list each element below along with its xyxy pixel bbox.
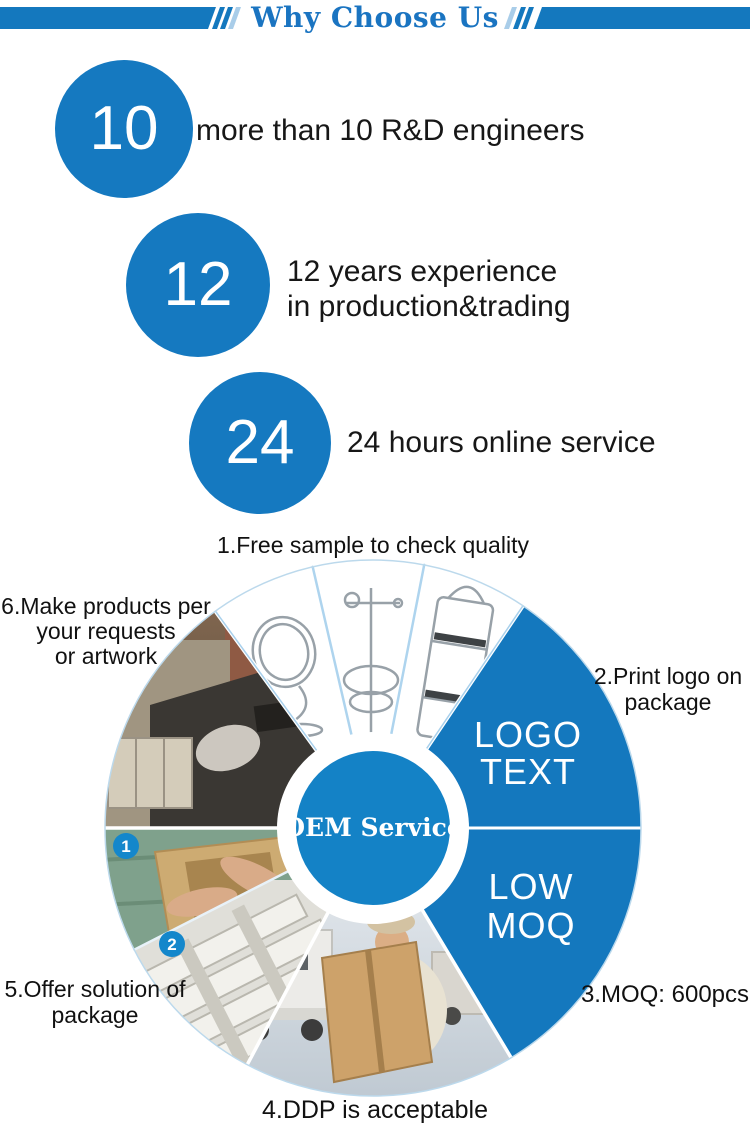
stat-text-experience-line2: in production&trading: [287, 290, 571, 323]
badge-2-number: 2: [167, 935, 176, 954]
badge-1-number: 1: [121, 837, 130, 856]
stat-text-experience: 12 years experience in production&tradin…: [287, 254, 571, 324]
logo-segment-line1: LOGO: [474, 714, 582, 755]
header-left-bar-shape: [0, 7, 241, 29]
label-print-logo: 2.Print logo on package: [588, 663, 748, 715]
oem-service-wheel: 1 2 LOGO TEXT LOW MOQ OEM Service: [103, 559, 643, 1097]
stat-number-24: 24: [225, 408, 295, 477]
label-make-products-line2: your requests: [36, 618, 176, 644]
label-print-logo-line2: package: [624, 689, 712, 715]
stat-text-experience-line1: 12 years experience: [287, 255, 558, 288]
label-ddp: 4.DDP is acceptable: [261, 1096, 489, 1124]
logo-segment-line2: TEXT: [480, 751, 576, 792]
moq-segment-line2: MOQ: [487, 905, 576, 946]
page-title: Why Choose Us: [251, 1, 499, 34]
stat-text-engineers: more than 10 R&D engineers: [196, 114, 585, 147]
stat-text-service: 24 hours online service: [347, 426, 656, 459]
stat-circle-24: 24: [189, 372, 331, 514]
stat-number-12: 12: [163, 250, 233, 319]
label-make-products-line1: 6.Make products per: [1, 593, 211, 619]
badge-2: 2: [159, 931, 185, 957]
moq-segment-line1: LOW: [488, 866, 573, 907]
label-package-solution: 5.Offer solution of package: [0, 976, 190, 1028]
label-free-sample: 1.Free sample to check quality: [217, 532, 529, 558]
label-make-products: 6.Make products per your requests or art…: [0, 594, 212, 669]
wheel-rim: [104, 559, 642, 1097]
label-make-products-line3: or artwork: [54, 643, 158, 669]
stat-circle-12: 12: [126, 213, 270, 357]
header-banner-decoration: [0, 7, 750, 29]
label-print-logo-line1: 2.Print logo on: [593, 663, 743, 689]
label-package-solution-line1: 5.Offer solution of: [4, 976, 186, 1002]
hub-label: OEM Service: [283, 813, 463, 842]
header-right-bar-shape: [504, 7, 750, 29]
stat-number-10: 10: [89, 94, 159, 163]
badge-1: 1: [113, 833, 139, 859]
label-moq: 3.MOQ: 600pcs: [580, 981, 750, 1008]
hub-circle: [296, 751, 450, 905]
label-package-solution-line2: package: [51, 1002, 139, 1028]
stat-circle-10: 10: [55, 60, 193, 198]
